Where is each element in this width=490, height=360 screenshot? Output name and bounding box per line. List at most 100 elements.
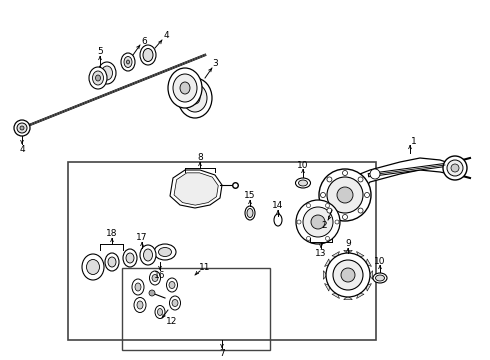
Circle shape <box>343 215 347 220</box>
Ellipse shape <box>89 67 107 89</box>
Ellipse shape <box>245 206 255 220</box>
Circle shape <box>327 177 363 213</box>
Ellipse shape <box>121 53 135 71</box>
Circle shape <box>325 237 329 240</box>
Text: 4: 4 <box>163 31 169 40</box>
Text: 11: 11 <box>199 264 211 273</box>
Ellipse shape <box>140 45 156 65</box>
Polygon shape <box>343 296 352 300</box>
Ellipse shape <box>167 278 177 292</box>
Circle shape <box>17 123 27 133</box>
Text: 2: 2 <box>321 220 327 230</box>
Ellipse shape <box>149 271 161 285</box>
Ellipse shape <box>178 78 212 118</box>
Text: 12: 12 <box>166 318 178 327</box>
Text: 16: 16 <box>154 270 166 279</box>
Ellipse shape <box>124 57 132 68</box>
Ellipse shape <box>157 309 163 315</box>
Ellipse shape <box>155 306 165 319</box>
Text: 15: 15 <box>244 192 256 201</box>
Ellipse shape <box>247 208 253 217</box>
Ellipse shape <box>158 248 172 256</box>
Ellipse shape <box>126 253 134 263</box>
Circle shape <box>333 260 363 290</box>
Ellipse shape <box>123 249 137 267</box>
Text: 17: 17 <box>136 234 148 243</box>
Ellipse shape <box>375 275 385 281</box>
Polygon shape <box>332 252 340 257</box>
Ellipse shape <box>183 84 207 112</box>
Circle shape <box>341 268 355 282</box>
Polygon shape <box>174 173 218 205</box>
Text: 9: 9 <box>345 239 351 248</box>
Ellipse shape <box>93 71 103 85</box>
Polygon shape <box>343 250 352 254</box>
Circle shape <box>303 207 333 237</box>
Ellipse shape <box>135 283 141 291</box>
Bar <box>68 162 376 340</box>
Circle shape <box>335 220 339 224</box>
Circle shape <box>307 237 311 240</box>
Polygon shape <box>324 259 330 266</box>
Circle shape <box>320 193 325 198</box>
Ellipse shape <box>101 66 113 80</box>
Polygon shape <box>324 284 330 291</box>
Text: 6: 6 <box>141 36 147 45</box>
Polygon shape <box>369 271 372 279</box>
Circle shape <box>326 253 370 297</box>
Circle shape <box>365 193 369 198</box>
Ellipse shape <box>190 92 200 104</box>
Circle shape <box>311 215 325 229</box>
Polygon shape <box>345 158 455 210</box>
Ellipse shape <box>143 49 153 62</box>
Circle shape <box>327 177 332 182</box>
Text: 4: 4 <box>19 144 25 153</box>
Text: 14: 14 <box>272 202 284 211</box>
Ellipse shape <box>173 74 197 102</box>
Circle shape <box>443 156 467 180</box>
Text: 7: 7 <box>219 350 225 359</box>
Polygon shape <box>366 284 371 291</box>
Circle shape <box>319 169 371 221</box>
Polygon shape <box>170 170 222 208</box>
Circle shape <box>451 164 459 172</box>
Ellipse shape <box>298 180 308 186</box>
Ellipse shape <box>134 297 146 312</box>
Circle shape <box>149 290 155 296</box>
Bar <box>122 268 270 350</box>
Text: 1: 1 <box>411 136 417 145</box>
Polygon shape <box>366 259 371 266</box>
Circle shape <box>358 208 363 213</box>
Circle shape <box>296 200 340 244</box>
Circle shape <box>447 160 463 176</box>
Text: 5: 5 <box>97 46 103 55</box>
Polygon shape <box>357 252 364 257</box>
Circle shape <box>325 203 329 208</box>
Ellipse shape <box>373 273 387 283</box>
Ellipse shape <box>170 296 180 310</box>
Ellipse shape <box>274 214 282 226</box>
Circle shape <box>337 187 353 203</box>
Circle shape <box>327 208 332 213</box>
Circle shape <box>297 220 301 224</box>
Circle shape <box>358 177 363 182</box>
Circle shape <box>14 120 30 136</box>
Ellipse shape <box>108 257 116 267</box>
Text: 13: 13 <box>315 248 327 257</box>
Polygon shape <box>323 271 327 279</box>
Ellipse shape <box>154 244 176 260</box>
Ellipse shape <box>98 62 116 84</box>
Ellipse shape <box>295 178 311 188</box>
Text: 10: 10 <box>297 161 309 170</box>
Ellipse shape <box>126 60 129 64</box>
Ellipse shape <box>96 75 100 81</box>
Text: 8: 8 <box>197 153 203 162</box>
Ellipse shape <box>137 301 143 309</box>
Circle shape <box>20 126 24 130</box>
Ellipse shape <box>132 279 144 295</box>
Polygon shape <box>357 293 364 298</box>
Ellipse shape <box>180 82 190 94</box>
Ellipse shape <box>172 300 178 306</box>
Text: 10: 10 <box>374 256 386 266</box>
Ellipse shape <box>144 249 152 261</box>
